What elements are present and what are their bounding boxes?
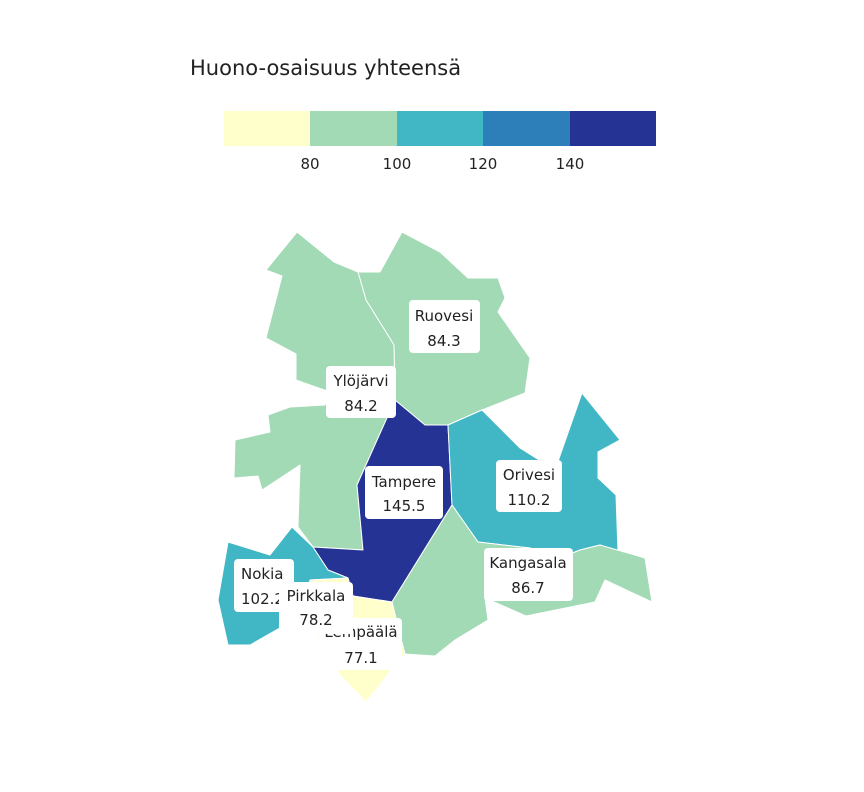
municipality-value: 77.1 bbox=[344, 649, 377, 667]
label-orivesi: Orivesi 110.2 bbox=[496, 460, 562, 512]
legend-swatch bbox=[396, 111, 484, 146]
municipality-value: 110.2 bbox=[508, 491, 551, 509]
legend-color-bar bbox=[224, 111, 657, 146]
municipality-name: Orivesi bbox=[503, 466, 555, 484]
legend-tick: 120 bbox=[468, 155, 498, 173]
municipality-name: Ylöjärvi bbox=[332, 372, 388, 390]
label-tampere: Tampere 145.5 bbox=[365, 466, 443, 519]
municipality-value: 84.2 bbox=[344, 397, 377, 415]
municipality-value: 78.2 bbox=[299, 611, 332, 629]
legend-title: Huono-osaisuus yhteensä bbox=[190, 56, 462, 80]
municipality-name: Tampere bbox=[371, 473, 436, 491]
label-pirkkala: Pirkkala 78.2 bbox=[279, 582, 353, 634]
municipality-value: 86.7 bbox=[511, 579, 544, 597]
label-ylojarvi: Ylöjärvi 84.2 bbox=[326, 366, 396, 418]
municipality-name: Ruovesi bbox=[415, 307, 474, 325]
label-ruovesi: Ruovesi 84.3 bbox=[409, 300, 480, 353]
municipality-name: Kangasala bbox=[489, 554, 566, 572]
legend-swatch bbox=[310, 111, 397, 146]
municipality-value: 145.5 bbox=[383, 497, 426, 515]
legend-tick: 100 bbox=[382, 155, 412, 173]
label-kangasala: Kangasala 86.7 bbox=[484, 548, 573, 601]
legend-tick: 80 bbox=[300, 155, 320, 173]
legend-swatch bbox=[224, 111, 311, 146]
municipality-name: Pirkkala bbox=[287, 587, 346, 605]
municipality-value: 102.2 bbox=[241, 590, 284, 608]
legend-tick: 140 bbox=[555, 155, 585, 173]
legend-swatch bbox=[483, 111, 570, 146]
municipality-name: Nokia bbox=[241, 565, 283, 583]
municipality-value: 84.3 bbox=[427, 332, 460, 350]
legend-swatch bbox=[569, 111, 657, 146]
